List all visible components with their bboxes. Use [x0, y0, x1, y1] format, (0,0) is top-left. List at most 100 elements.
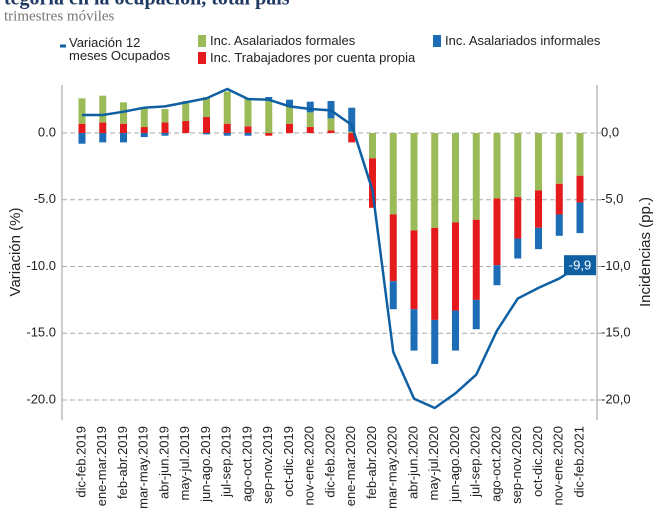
bar — [120, 133, 127, 143]
bar — [348, 107, 356, 132]
x-tick-label: sep-nov.2020 — [509, 426, 524, 504]
bar — [535, 190, 542, 228]
bar — [555, 183, 563, 215]
chart-subtitle: trimestres móviles — [4, 8, 115, 24]
bar — [265, 133, 273, 136]
legend-label: Inc. Trabajadores por cuenta propia — [210, 51, 416, 65]
bar — [161, 122, 169, 134]
x-tick-label: jul-sep.2019 — [219, 426, 234, 498]
bar — [203, 97, 210, 118]
bar — [120, 102, 127, 124]
bar — [514, 197, 522, 239]
bar — [244, 98, 252, 127]
y-tick-label: -20.0 — [26, 391, 56, 406]
bar — [555, 133, 563, 184]
bar — [223, 91, 231, 124]
bar — [535, 227, 542, 250]
bar — [223, 133, 231, 136]
x-tick-label: mar-may.2020 — [385, 426, 400, 509]
bar — [348, 133, 356, 143]
x-tick-label: feb-abr.2020 — [364, 426, 379, 499]
bar — [140, 133, 148, 138]
legend-entry: Inc. Asalariados formales — [210, 34, 356, 48]
bar — [389, 214, 397, 282]
y2-tick-label: -5,0 — [601, 191, 623, 206]
bar — [576, 133, 584, 176]
bar — [535, 133, 542, 191]
y-tick-label: -15.0 — [26, 325, 56, 340]
line — [82, 87, 581, 410]
y2-tick-label: -10,0 — [601, 258, 631, 273]
x-tick-label: dic-feb.2021 — [571, 426, 586, 498]
x-tick-label: jul-sep.2020 — [468, 426, 483, 498]
bar — [389, 281, 397, 310]
bar — [244, 133, 252, 136]
bar — [410, 230, 418, 310]
bar — [514, 133, 522, 198]
x-tick-label: oct-dic.2019 — [281, 426, 296, 497]
bar — [286, 106, 293, 124]
bar — [161, 109, 169, 123]
bar — [576, 175, 584, 203]
x-tick-label: ago-oct.2020 — [488, 426, 503, 502]
bar — [203, 117, 210, 134]
legend-entry: Variación 12 meses Ocupados — [69, 36, 171, 63]
bar — [265, 101, 273, 134]
y2-tick-label: 0,0 — [601, 124, 619, 139]
bar — [452, 222, 459, 311]
bar — [410, 133, 418, 231]
legend-label: Inc. Asalariados informales — [445, 34, 601, 48]
x-tick-label: dic-feb.2019 — [73, 426, 88, 498]
chart-title: tegoría en la ocupación, total país — [4, 0, 290, 10]
y-axis-label: Variación (%) — [7, 208, 24, 297]
bar — [431, 319, 439, 364]
bar — [120, 123, 127, 134]
x-tick-label: ene-mar.2020 — [343, 426, 358, 506]
x-tick-label: oct-dic.2020 — [530, 426, 545, 497]
bar — [348, 131, 356, 134]
bar — [306, 127, 314, 134]
x-tick-label: dic-feb.2020 — [322, 426, 337, 498]
bar — [514, 238, 522, 259]
y-tick-label: 0.0 — [38, 124, 56, 139]
x-tick-label: sep-nov.2019 — [260, 426, 275, 504]
bar — [78, 98, 86, 124]
bar — [223, 123, 231, 134]
bar — [555, 214, 563, 236]
bar — [472, 299, 480, 330]
x-tick-label: feb-abr.2019 — [115, 426, 130, 499]
x-tick-label: abr-jun.2019 — [156, 426, 171, 499]
bar — [286, 99, 293, 107]
bar — [140, 127, 148, 134]
bar — [493, 265, 501, 286]
bar — [286, 123, 293, 134]
legend-swatch — [198, 35, 206, 47]
x-tick-label: may-jul.2019 — [177, 426, 192, 500]
bar — [369, 133, 376, 159]
value-label-box — [564, 255, 596, 276]
y-tick-label: -10.0 — [26, 258, 56, 273]
bar — [452, 310, 459, 351]
legend-label: Variación 12 meses Ocupados — [69, 36, 171, 63]
legend-label: Inc. Asalariados formales — [210, 34, 356, 48]
y2-tick-label: -15,0 — [601, 325, 631, 340]
bar — [161, 133, 169, 136]
x-tick-label: abr-jun.2020 — [405, 426, 420, 499]
x-tick-label: may-jul.2020 — [426, 426, 441, 500]
x-tick-label: jun-ago.2020 — [447, 426, 462, 503]
bar — [493, 198, 501, 266]
bar — [452, 133, 459, 223]
bar — [576, 202, 584, 234]
bar — [306, 101, 314, 113]
bar — [410, 309, 418, 351]
bar — [140, 107, 148, 128]
legend-entry: Inc. Asalariados informales — [445, 34, 601, 48]
x-tick-label: ene-mar.2019 — [94, 426, 109, 506]
bar — [203, 133, 210, 135]
bar — [182, 121, 190, 134]
x-tick-label: ago-oct.2019 — [239, 426, 254, 502]
bar — [327, 130, 335, 134]
legend-entry: Inc. Trabajadores por cuenta propia — [210, 51, 416, 65]
value-label: -9,9 — [569, 258, 591, 273]
legend-swatch — [433, 35, 441, 47]
